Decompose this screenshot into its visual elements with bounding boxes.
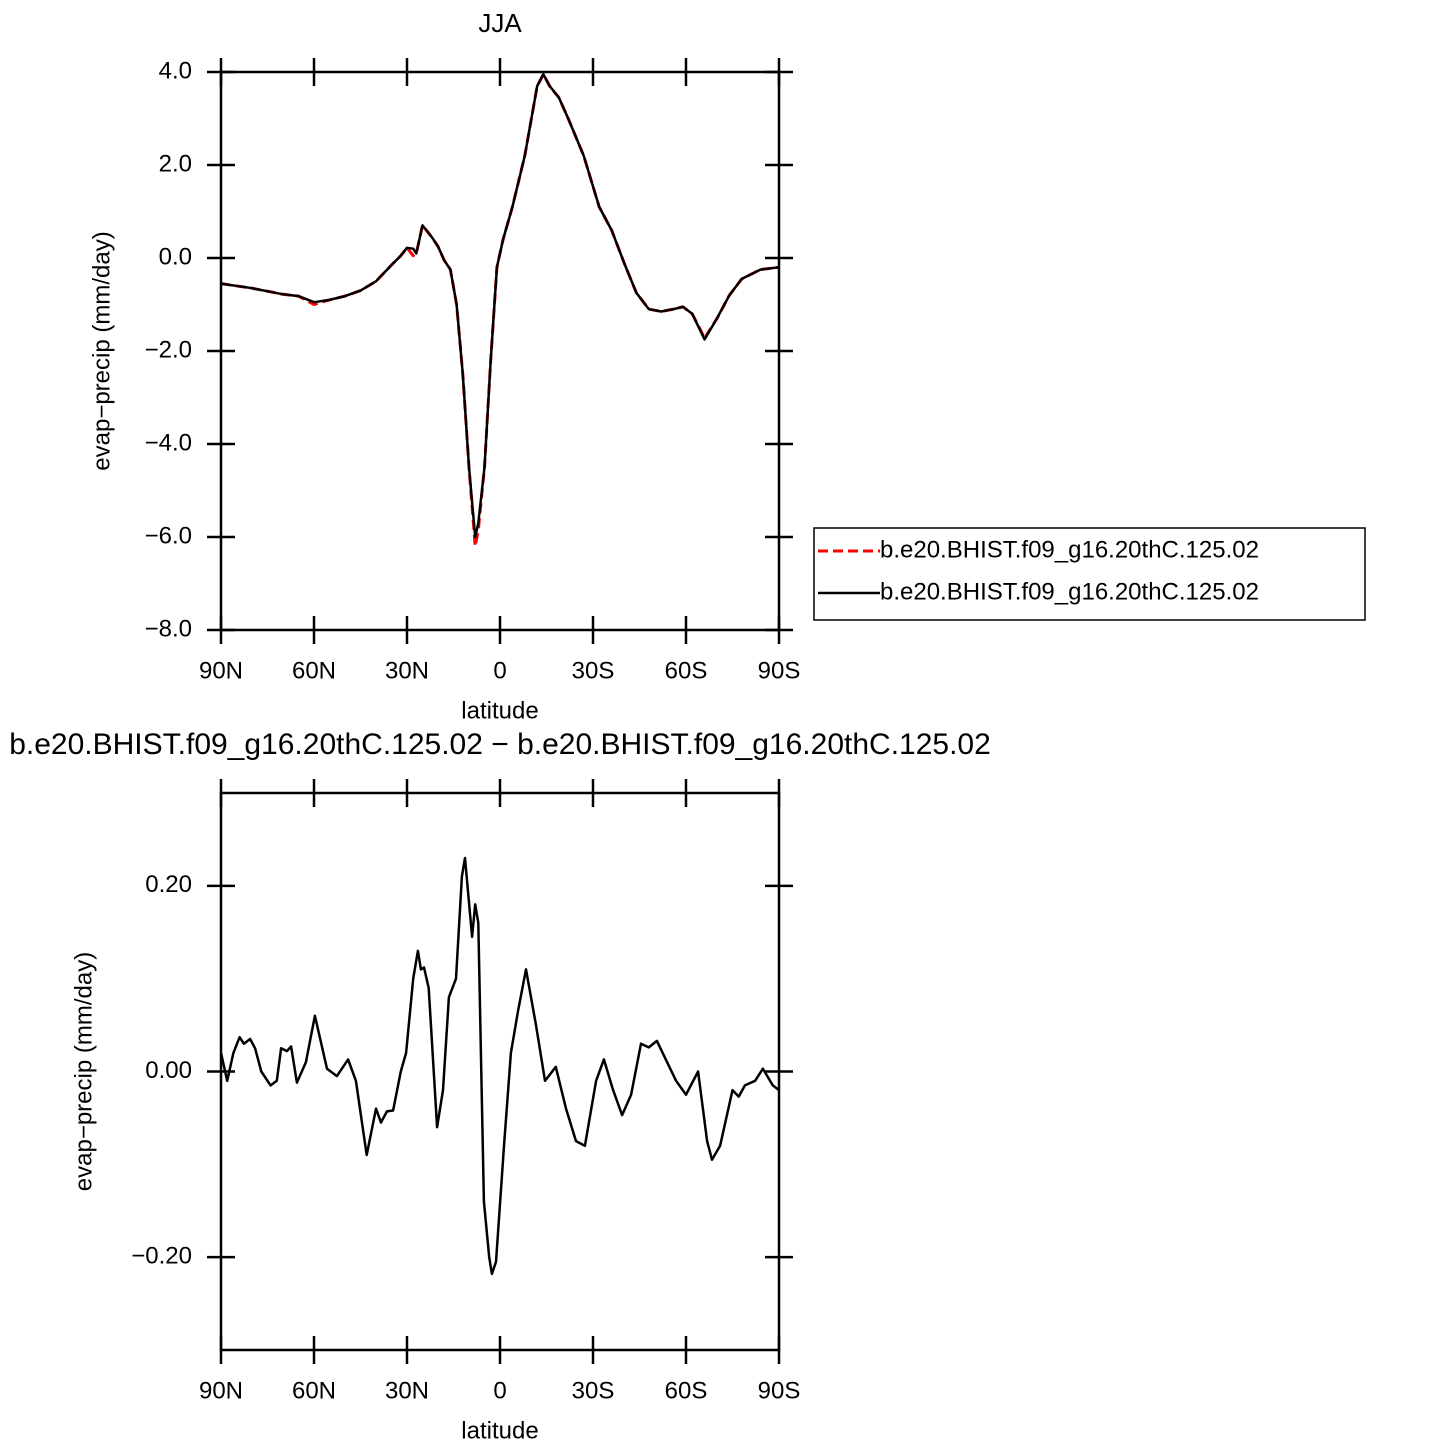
x-tick-label: 60S xyxy=(665,1377,708,1404)
x-tick-label: 90N xyxy=(199,657,243,684)
legend-label: b.e20.BHIST.f09_g16.20thC.125.02 xyxy=(880,536,1259,563)
legend-label: b.e20.BHIST.f09_g16.20thC.125.02 xyxy=(880,578,1259,605)
y-tick-label: −2.0 xyxy=(145,336,192,363)
y-axis-label: evap−precip (mm/day) xyxy=(88,231,115,470)
y-tick-label: 0.00 xyxy=(145,1057,192,1084)
x-tick-label: 60S xyxy=(665,657,708,684)
y-tick-label: −8.0 xyxy=(145,615,192,642)
x-tick-label: 90N xyxy=(199,1377,243,1404)
data-line xyxy=(220,73,780,539)
data-line xyxy=(219,856,780,1276)
plot-frame xyxy=(219,70,781,632)
x-tick-label: 30S xyxy=(572,657,615,684)
y-tick-label: −0.20 xyxy=(131,1243,192,1270)
x-tick-label: 30N xyxy=(385,657,429,684)
x-tick-label: 0 xyxy=(493,657,506,684)
x-axis-label: latitude xyxy=(461,697,538,724)
x-tick-label: 60N xyxy=(292,1377,336,1404)
y-tick-label: 4.0 xyxy=(159,57,192,84)
y-tick-label: 0.0 xyxy=(159,243,192,270)
x-tick-label: 90S xyxy=(758,1377,801,1404)
legend-box xyxy=(813,527,1366,621)
x-tick-label: 30S xyxy=(572,1377,615,1404)
x-tick-label: 90S xyxy=(758,657,801,684)
plot-frame xyxy=(219,791,781,1352)
x-tick-label: 60N xyxy=(292,657,336,684)
y-axis-label: evap−precip (mm/day) xyxy=(70,952,97,1191)
y-tick-label: −6.0 xyxy=(145,522,192,549)
x-tick-label: 0 xyxy=(493,1377,506,1404)
data-line xyxy=(220,72,780,548)
x-axis-label: latitude xyxy=(461,1417,538,1444)
x-tick-label: 30N xyxy=(385,1377,429,1404)
y-tick-label: 0.20 xyxy=(145,871,192,898)
y-tick-label: 2.0 xyxy=(159,150,192,177)
y-tick-label: −4.0 xyxy=(145,429,192,456)
chart-title: JJA xyxy=(478,8,522,38)
chart-title: b.e20.BHIST.f09_g16.20thC.125.02 − b.e20… xyxy=(9,728,991,761)
